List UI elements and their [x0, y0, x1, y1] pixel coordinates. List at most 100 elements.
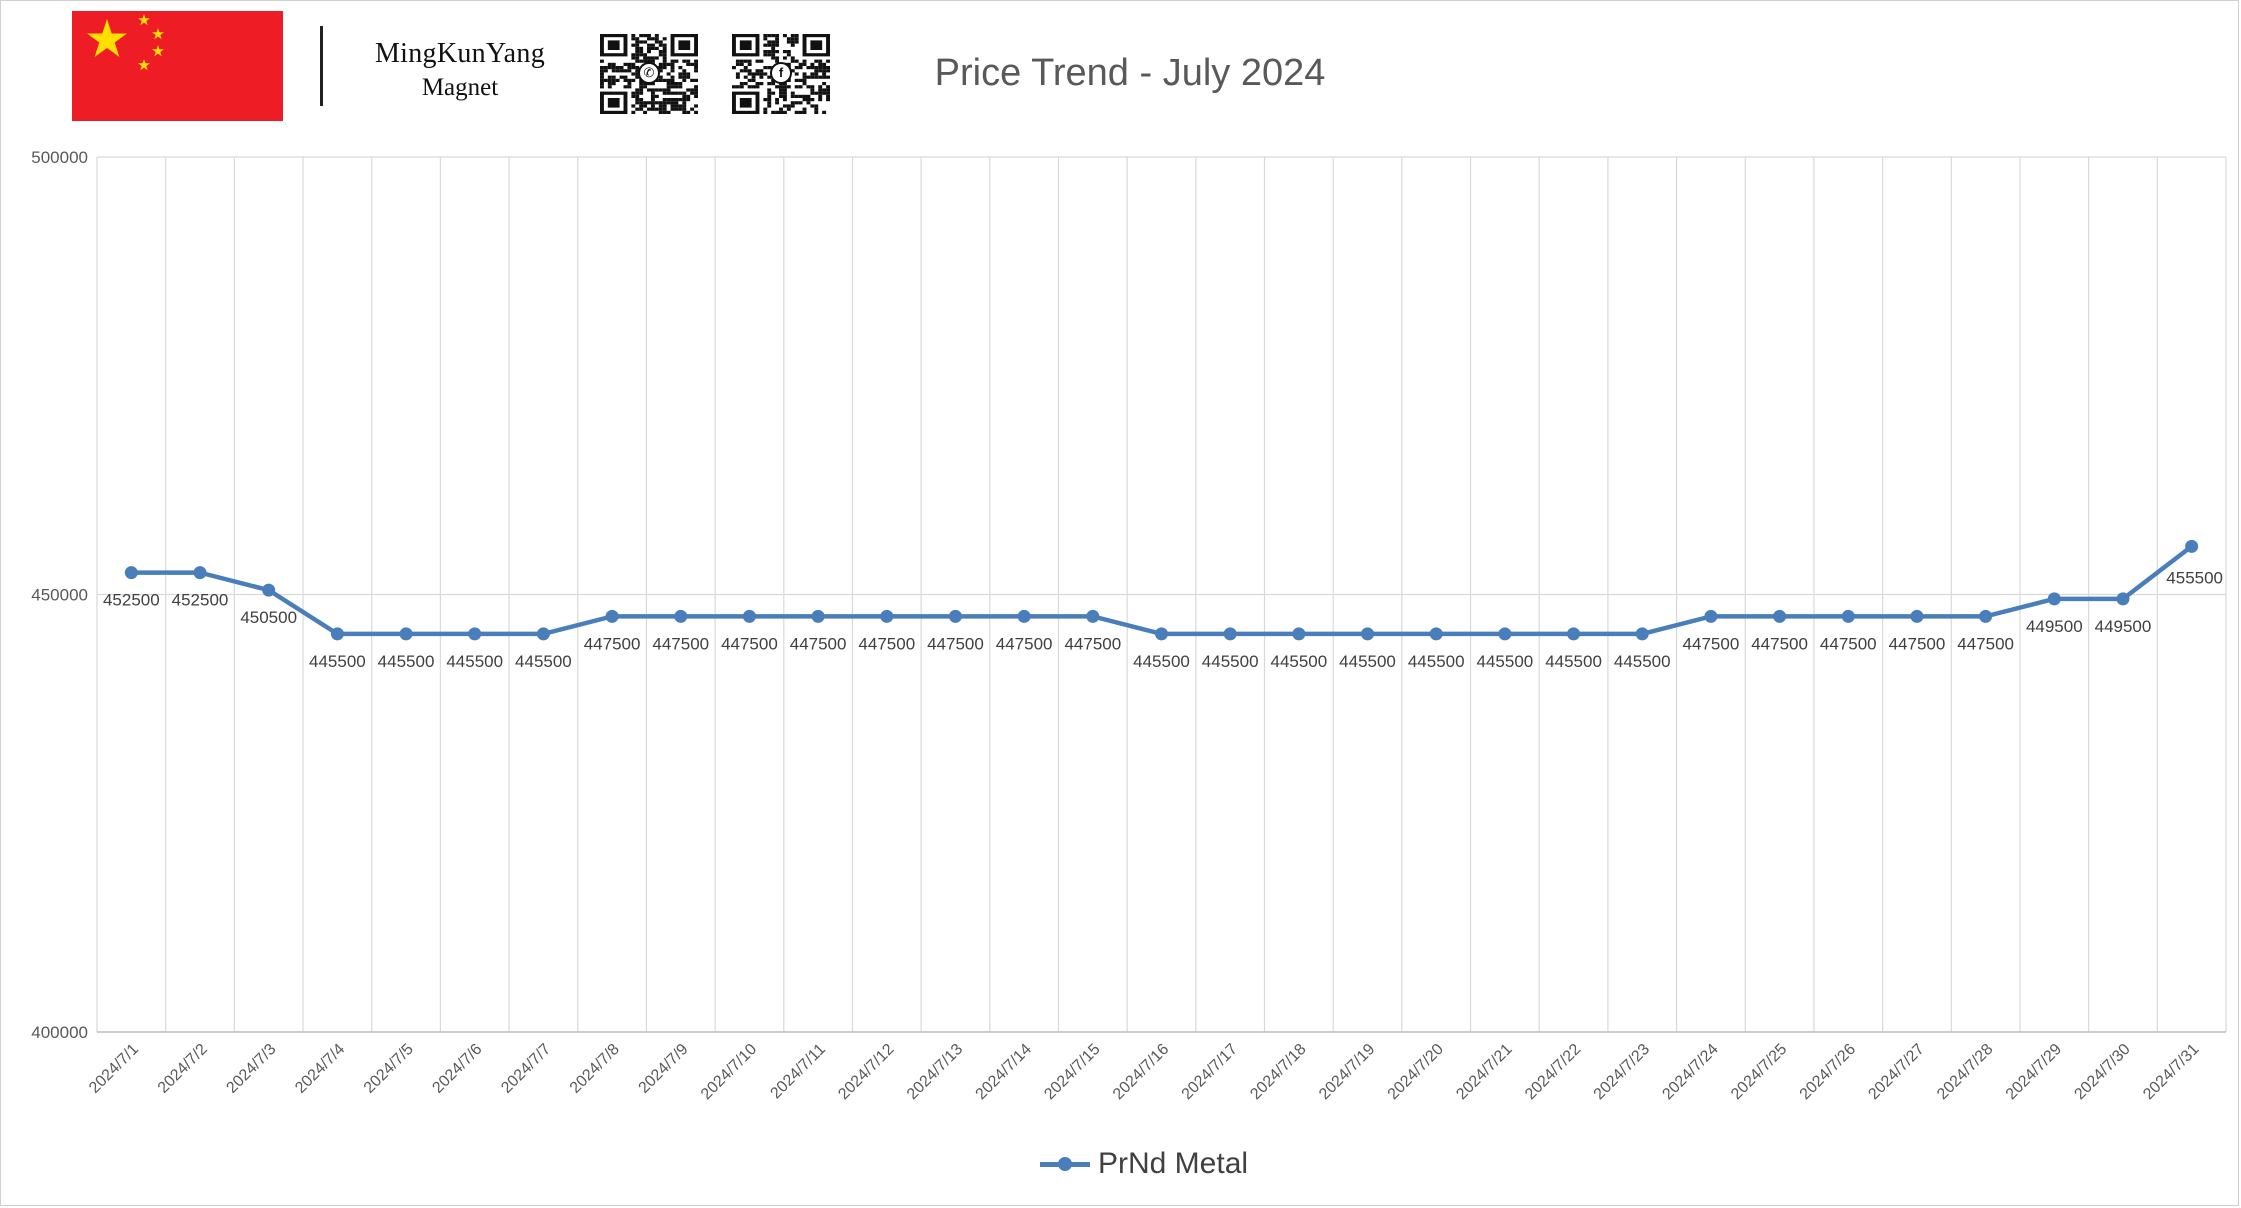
data-label: 445500	[446, 652, 503, 671]
data-point	[124, 566, 138, 580]
data-point	[1292, 627, 1306, 641]
data-label: 447500	[1957, 634, 2014, 653]
data-label: 445500	[1133, 652, 1190, 671]
data-label: 452500	[172, 591, 229, 610]
data-point	[948, 609, 962, 623]
x-tick-label: 2024/7/10	[698, 1041, 760, 1103]
data-label: 445500	[515, 652, 572, 671]
data-label: 455500	[2166, 568, 2223, 587]
flag-small-star	[152, 45, 164, 57]
data-label: 447500	[1889, 634, 1946, 653]
data-point	[1223, 627, 1237, 641]
x-tick-label: 2024/7/9	[636, 1041, 692, 1097]
legend-swatch	[1040, 1146, 1090, 1182]
data-label: 447500	[584, 634, 641, 653]
data-label: 447500	[927, 634, 984, 653]
facebook-icon: f	[770, 62, 792, 84]
data-label: 445500	[1477, 652, 1534, 671]
x-tick-label: 2024/7/3	[223, 1041, 279, 1097]
data-label: 445500	[1614, 652, 1671, 671]
data-point	[1567, 627, 1581, 641]
data-point	[1498, 627, 1512, 641]
data-point	[1155, 627, 1168, 641]
data-label: 447500	[858, 634, 915, 653]
data-point	[330, 627, 344, 641]
flag-small-star	[138, 59, 150, 71]
data-label: 447500	[790, 634, 847, 653]
data-label: 447500	[1820, 634, 1877, 653]
data-label: 449500	[2095, 617, 2152, 636]
data-label: 445500	[1408, 652, 1465, 671]
data-label: 445500	[1339, 652, 1396, 671]
data-point	[1017, 609, 1031, 623]
data-point	[2116, 592, 2130, 606]
data-point	[1910, 609, 1924, 623]
data-point	[811, 609, 825, 623]
y-tick-label: 400000	[31, 1023, 88, 1042]
chart-title: Price Trend - July 2024	[934, 52, 1326, 94]
x-tick-label: 2024/7/22	[1522, 1041, 1584, 1103]
qr-code-whatsapp[interactable]: ✆	[600, 34, 698, 114]
data-point	[468, 627, 482, 641]
x-tick-label: 2024/7/6	[429, 1041, 485, 1097]
x-tick-label: 2024/7/21	[1453, 1041, 1515, 1103]
data-point	[193, 566, 207, 580]
x-tick-label: 2024/7/16	[1110, 1041, 1172, 1103]
x-tick-label: 2024/7/23	[1591, 1041, 1653, 1103]
data-label: 445500	[1545, 652, 1602, 671]
x-tick-label: 2024/7/19	[1316, 1041, 1378, 1103]
data-point	[605, 609, 619, 623]
data-label: 447500	[1064, 634, 1121, 653]
data-label: 452500	[103, 591, 160, 610]
x-tick-label: 2024/7/15	[1041, 1041, 1103, 1103]
x-tick-label: 2024/7/5	[361, 1041, 417, 1097]
x-tick-label: 2024/7/29	[2003, 1041, 2065, 1103]
x-tick-label: 2024/7/2	[155, 1041, 211, 1097]
data-label: 445500	[1202, 652, 1259, 671]
data-point	[1841, 609, 1855, 623]
qr-pattern	[600, 34, 698, 114]
legend: PrNd Metal	[1040, 1146, 1248, 1182]
data-label: 445500	[378, 652, 435, 671]
y-tick-label: 450000	[31, 586, 88, 605]
x-tick-label: 2024/7/18	[1247, 1041, 1309, 1103]
data-point	[2047, 592, 2061, 606]
flag-small-star	[138, 14, 150, 26]
x-tick-label: 2024/7/31	[2140, 1041, 2202, 1103]
x-tick-label: 2024/7/20	[1385, 1041, 1447, 1103]
data-point	[2185, 539, 2199, 553]
qr-code-facebook[interactable]: f	[732, 34, 830, 114]
x-tick-label: 2024/7/28	[1934, 1041, 1996, 1103]
data-point	[536, 627, 550, 641]
data-point	[1429, 627, 1443, 641]
brand-subtitle: Magnet	[421, 74, 499, 101]
header: MingKunYang Magnet ✆ f Price Trend - Jul…	[0, 0, 2241, 140]
x-tick-label: 2024/7/11	[767, 1041, 829, 1103]
data-label: 447500	[652, 634, 709, 653]
data-label: 447500	[721, 634, 778, 653]
brand-name: MingKunYang	[374, 38, 546, 69]
x-tick-label: 2024/7/14	[973, 1041, 1035, 1103]
y-tick-label: 500000	[31, 148, 88, 167]
china-flag-icon	[72, 11, 283, 121]
x-tick-label: 2024/7/26	[1797, 1041, 1859, 1103]
data-label: 445500	[309, 652, 366, 671]
data-point	[742, 609, 756, 623]
header-divider	[320, 26, 323, 106]
data-label: 447500	[1751, 634, 1808, 653]
data-label: 447500	[1683, 634, 1740, 653]
data-point	[674, 609, 688, 623]
x-tick-label: 2024/7/24	[1659, 1041, 1721, 1103]
data-point	[1979, 609, 1993, 623]
data-label: 445500	[1270, 652, 1327, 671]
x-tick-label: 2024/7/4	[292, 1041, 348, 1097]
legend-label: PrNd Metal	[1098, 1147, 1249, 1180]
whatsapp-icon: ✆	[638, 62, 660, 84]
flag-large-star	[87, 19, 127, 57]
data-point	[1361, 627, 1375, 641]
x-tick-label: 2024/7/27	[1865, 1041, 1927, 1103]
x-tick-label: 2024/7/7	[498, 1041, 554, 1097]
x-tick-label: 2024/7/8	[567, 1041, 623, 1097]
data-point	[399, 627, 413, 641]
